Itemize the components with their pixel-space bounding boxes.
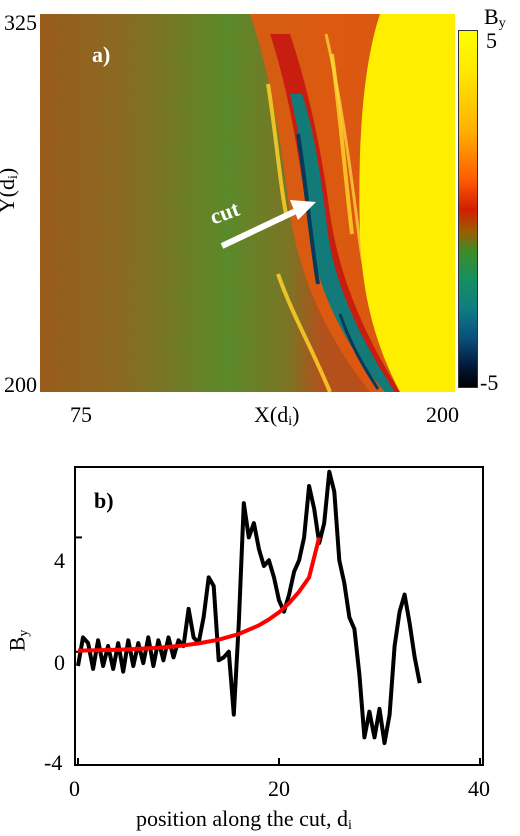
y-tick-4: 4 <box>54 548 65 573</box>
colorbar-tick-min: -5 <box>480 370 499 395</box>
colorbar-tick-max: 5 <box>486 28 497 53</box>
x-axis-label-a: X(di) <box>254 402 300 429</box>
series-black-line <box>76 469 422 746</box>
cut-arrowhead <box>290 200 316 220</box>
y-tick-bottom: 200 <box>4 372 37 397</box>
panel-a-label: a) <box>92 42 111 67</box>
y-axis-label-a: Y(di) <box>0 168 22 214</box>
plot-frame <box>74 466 484 766</box>
x-tick-0: 0 <box>69 776 80 801</box>
cut-arrow <box>220 207 300 249</box>
y-axis-label-b: By <box>4 629 32 652</box>
colorbar-label: By <box>484 4 506 31</box>
y-tick-0: 0 <box>54 650 65 675</box>
x-tick-40: 40 <box>468 776 490 801</box>
line-plot <box>74 466 484 766</box>
x-tick-20: 20 <box>268 776 290 801</box>
colorbar <box>458 30 478 388</box>
x-tick-right: 200 <box>426 402 459 427</box>
y-tick-neg4: -4 <box>44 750 63 775</box>
x-axis-label-b: position along the cut, di <box>136 806 352 833</box>
magnetosphere-yellow <box>359 14 455 392</box>
turbulent-band-teal <box>290 94 395 392</box>
y-tick-top: 325 <box>4 10 37 35</box>
panel-b-label: b) <box>94 488 114 513</box>
series-red-fit <box>77 536 322 653</box>
x-tick-left: 75 <box>70 402 92 427</box>
heatmap-plot <box>40 14 455 392</box>
